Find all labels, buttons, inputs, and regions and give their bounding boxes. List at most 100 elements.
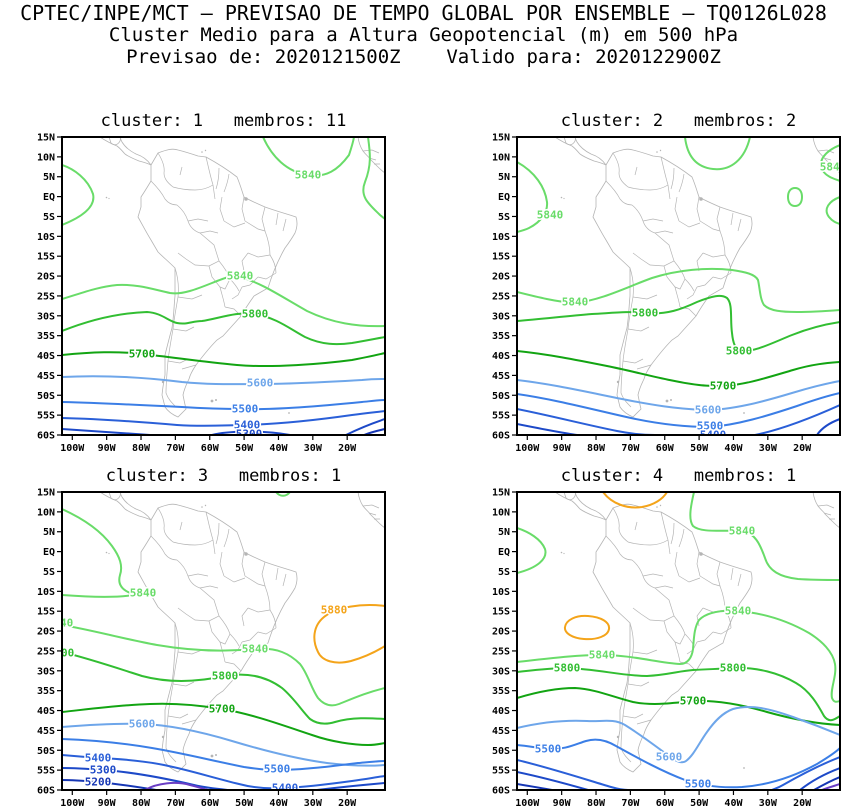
country-border [241,607,249,627]
country-border [663,265,676,288]
country-border [667,539,671,555]
contour-label-5700: 5700 [710,380,737,393]
lat-tick-label: 45S [37,726,55,737]
coastline [119,137,152,166]
country-border [696,252,704,272]
lat-tick-label: 50S [492,391,510,402]
country-border [150,180,178,206]
contour-line-5840 [684,137,751,171]
lat-tick-label: 5N [498,172,510,183]
contour-label-5400: 5400 [234,419,261,432]
country-border [674,196,680,222]
country-border [636,719,652,725]
country-border [219,551,225,577]
contour-label-5500: 5500 [232,403,259,416]
contour-line-5800 [517,294,840,353]
country-border [642,573,664,577]
country-border [208,620,221,643]
country-border [678,575,701,583]
lat-tick-label: 10N [37,507,55,518]
country-border [157,507,174,543]
contour-label-5840: 5840 [295,169,322,182]
country-border [632,649,658,655]
cluster-4-map-area: 5840 5840 5840 5800 5800 5700 5600 5500 5500 [517,492,840,790]
contour-line-5500 [517,738,840,789]
country-border [275,212,279,226]
country-border [674,633,686,645]
island [670,399,672,401]
coastline [574,492,607,521]
country-border [179,166,183,176]
lat-tick-label: 50S [492,746,510,757]
contour-label-5600: 5600 [129,718,156,731]
country-border [622,358,644,364]
lat-tick-label: 25S [37,646,55,657]
island [560,551,563,554]
country-border [634,166,638,176]
contour-line-5500 [62,738,385,772]
lat-tick-label: EQ [43,547,55,558]
country-border [244,220,266,232]
country-border [264,585,271,611]
island [108,197,110,200]
subtitle-variable: Cluster Medio para a Altura Geopotencial… [108,24,739,46]
contour-label-5600: 5600 [247,377,274,390]
country-border [177,294,203,300]
contour-label-5700: 5700 [680,695,707,708]
country-border [223,220,246,228]
lon-tick-label: 90W [553,443,572,452]
contour-label-5600: 5600 [656,751,683,764]
country-border [620,622,634,763]
country-border [605,535,633,561]
coastline [108,492,122,501]
coastline [137,503,298,773]
contour-line-5880 [313,604,385,664]
lat-tick-label: 5S [498,212,510,223]
country-border [660,511,669,541]
country-border [241,631,259,643]
island [288,767,290,769]
country-border [219,641,226,663]
country-border [269,254,277,274]
lat-tick-label: 15N [492,488,510,499]
country-border [177,587,220,622]
contour-line-5800 [62,651,385,725]
lat-tick-label: 55S [492,411,510,422]
panel-title-cluster-3: cluster: 3 membros: 1 [105,466,342,486]
lat-tick-label: 40S [492,351,510,362]
country-border [167,358,189,364]
contour-line-5840 [825,196,840,225]
country-border [716,561,721,587]
contour-line-5200 [813,776,840,790]
lat-tick-label: 25S [492,646,510,657]
country-border [165,622,179,763]
island [215,399,217,401]
contour-line-5840 [275,492,291,497]
contour-line-5500 [517,392,840,429]
contour-line-5840 [62,508,147,598]
contour-line-5880 [602,492,668,509]
contour-label-5700: 5700 [209,703,236,716]
country-border [674,286,681,308]
lon-tick-label: 40W [269,443,288,452]
contour-line-5700 [62,351,385,368]
country-border [654,230,674,234]
lon-tick-label: 100W [515,443,540,452]
country-border [634,521,638,531]
lon-tick-label: 30W [304,443,323,452]
contour-line-5840 [262,137,355,177]
coastline [119,492,152,521]
contour-line-5400 [517,408,656,435]
island [699,552,703,556]
country-border [229,633,240,647]
contour-label-5800: 5800 [212,670,239,683]
island [659,504,662,507]
south-america-map-outline [554,137,840,418]
contour-line-5840 [362,137,385,220]
cluster-4-plot-svg: 5840 5840 5840 5800 5800 5700 5600 5500 5500 15N 1… [492,488,841,807]
lat-tick-label: 10N [492,152,510,163]
country-border [150,535,178,561]
contour-line-5840 [62,275,385,328]
contour-label-5800: 5800 [726,345,753,358]
lat-tick-label: 45S [37,371,55,382]
